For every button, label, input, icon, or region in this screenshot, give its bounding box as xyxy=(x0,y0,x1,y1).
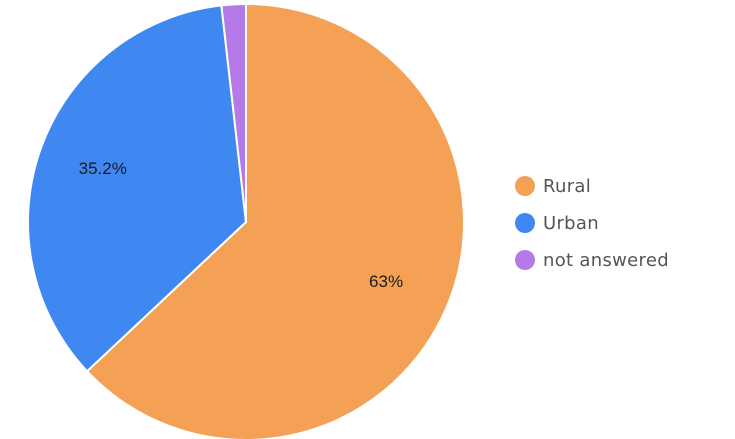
pie-data-labels: 63% 35.2% xyxy=(79,159,403,291)
data-label-urban: 35.2% xyxy=(79,159,127,178)
pie-slices xyxy=(27,3,465,439)
legend-label-urban: Urban xyxy=(543,212,599,234)
data-label-rural: 63% xyxy=(369,272,403,291)
legend-swatch-not-answered xyxy=(515,250,535,270)
legend-item-urban[interactable]: Urban xyxy=(515,209,669,237)
pie-slice-urban[interactable] xyxy=(27,4,247,373)
pie-slice-not-answered[interactable] xyxy=(220,3,247,223)
legend-label-rural: Rural xyxy=(543,175,592,197)
legend-label-not-answered: not answered xyxy=(543,249,669,271)
legend-swatch-rural xyxy=(515,176,535,196)
legend-swatch-urban xyxy=(515,213,535,233)
pie-slice-rural[interactable] xyxy=(86,3,465,439)
legend-item-rural[interactable]: Rural xyxy=(515,172,669,200)
legend-item-not-answered[interactable]: not answered xyxy=(515,246,669,274)
legend: Rural Urban not answered xyxy=(515,172,669,274)
